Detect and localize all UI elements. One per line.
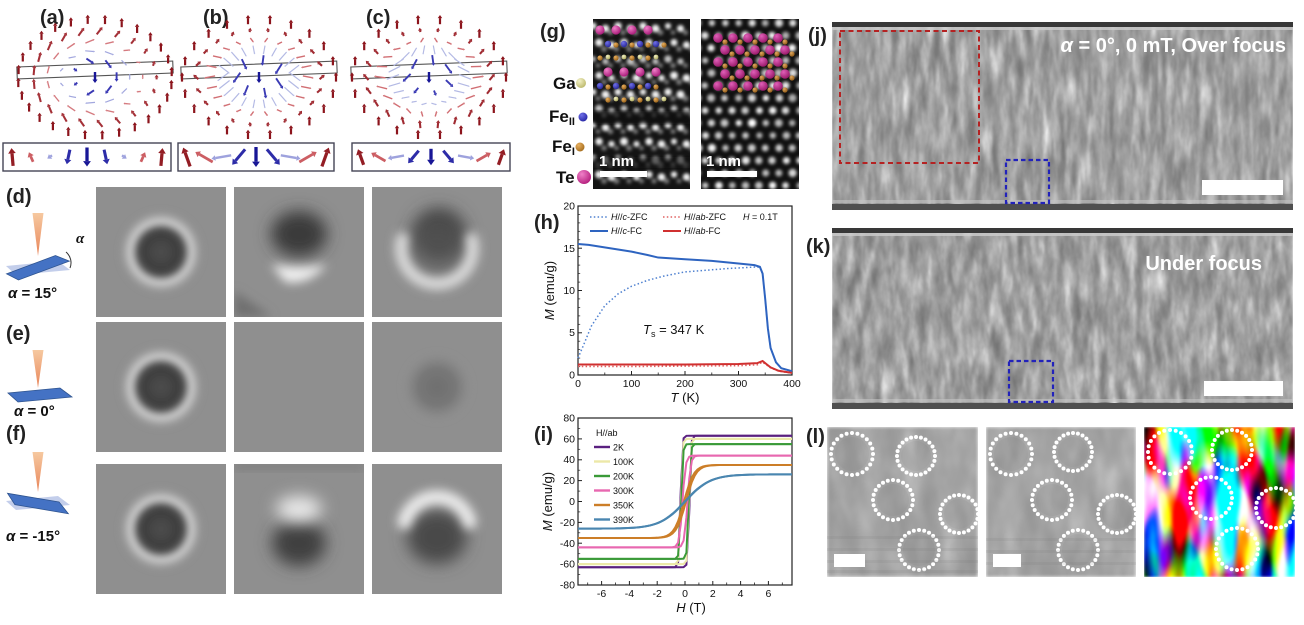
- svg-text:α = -15°: α = -15°: [6, 528, 60, 545]
- svg-text:-20: -20: [560, 517, 575, 529]
- svg-text:-40: -40: [560, 538, 575, 550]
- svg-text:H//c-ZFC: H//c-ZFC: [611, 212, 648, 222]
- svg-text:200: 200: [676, 378, 694, 390]
- svg-text:H//ab-FC: H//ab-FC: [684, 226, 721, 236]
- svg-text:(h): (h): [534, 212, 560, 234]
- svg-text:α = 15°: α = 15°: [8, 285, 57, 302]
- svg-text:1 nm: 1 nm: [599, 153, 634, 170]
- svg-text:(f): (f): [6, 423, 26, 445]
- svg-text:M (emu/g): M (emu/g): [540, 472, 555, 531]
- svg-text:400: 400: [783, 378, 801, 390]
- svg-text:α: α: [76, 231, 85, 247]
- svg-text:0: 0: [575, 378, 581, 390]
- svg-text:100: 100: [623, 378, 641, 390]
- svg-text:(i): (i): [534, 424, 553, 446]
- svg-text:20: 20: [563, 201, 575, 213]
- svg-text:6: 6: [765, 588, 771, 600]
- svg-text:4: 4: [738, 588, 744, 600]
- svg-text:-80: -80: [560, 580, 575, 592]
- svg-text:(g): (g): [540, 21, 566, 43]
- svg-text:H//ab-ZFC: H//ab-ZFC: [684, 212, 727, 222]
- svg-text:H//ab: H//ab: [596, 428, 618, 438]
- svg-text:-2: -2: [653, 588, 662, 600]
- svg-text:α = 0°, 0 mT, Over focus: α = 0°, 0 mT, Over focus: [1061, 35, 1287, 57]
- svg-text:390K: 390K: [613, 515, 634, 525]
- svg-text:0: 0: [569, 496, 575, 508]
- svg-text:350K: 350K: [613, 501, 634, 511]
- svg-text:60: 60: [563, 433, 575, 445]
- svg-text:(a): (a): [40, 7, 64, 29]
- svg-text:H (T): H (T): [676, 600, 706, 615]
- svg-text:20: 20: [563, 475, 575, 487]
- svg-text:(c): (c): [366, 7, 390, 29]
- svg-text:(k): (k): [806, 236, 830, 258]
- svg-text:100K: 100K: [613, 457, 634, 467]
- svg-text:80: 80: [563, 413, 575, 425]
- svg-text:FeII: FeII: [549, 107, 575, 128]
- svg-text:H//c-FC: H//c-FC: [611, 226, 643, 236]
- svg-text:300: 300: [730, 378, 748, 390]
- svg-text:10: 10: [563, 285, 575, 297]
- svg-text:40: 40: [563, 454, 575, 466]
- svg-text:Te: Te: [556, 168, 575, 187]
- svg-text:M (emu/g): M (emu/g): [542, 261, 557, 320]
- svg-text:α = 0°: α = 0°: [14, 403, 55, 420]
- svg-text:2K: 2K: [613, 443, 624, 453]
- svg-text:Ga: Ga: [553, 74, 576, 93]
- svg-text:0: 0: [682, 588, 688, 600]
- svg-text:15: 15: [563, 243, 575, 255]
- svg-text:(e): (e): [6, 323, 30, 345]
- svg-text:-4: -4: [625, 588, 634, 600]
- svg-text:FeI: FeI: [552, 137, 575, 158]
- svg-text:H = 0.1T: H = 0.1T: [743, 212, 778, 222]
- svg-text:1 nm: 1 nm: [706, 153, 741, 170]
- svg-text:5: 5: [569, 327, 575, 339]
- svg-text:0: 0: [569, 370, 575, 382]
- svg-text:200K: 200K: [613, 472, 634, 482]
- svg-text:(l): (l): [806, 426, 825, 448]
- svg-text:-6: -6: [597, 588, 606, 600]
- svg-text:(d): (d): [6, 186, 32, 208]
- svg-text:2: 2: [710, 588, 716, 600]
- svg-text:(b): (b): [203, 7, 229, 29]
- svg-text:300K: 300K: [613, 486, 634, 496]
- svg-text:(j): (j): [808, 25, 827, 47]
- svg-text:T (K): T (K): [671, 390, 700, 405]
- svg-text:Under focus: Under focus: [1145, 253, 1262, 275]
- svg-text:-60: -60: [560, 559, 575, 571]
